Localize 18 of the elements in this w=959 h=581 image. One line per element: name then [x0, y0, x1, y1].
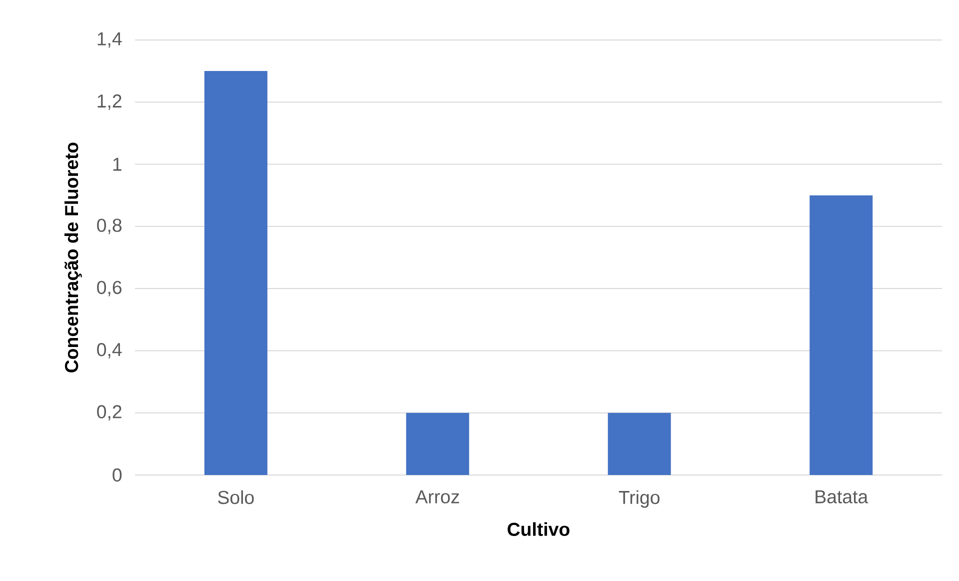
x-tick-label: Batata — [816, 490, 868, 504]
x-tick-label: Trigo — [618, 490, 660, 508]
bar — [204, 71, 268, 475]
y-tick-label: 1,4 — [98, 32, 122, 48]
y-tick-label: 0,6 — [97, 280, 122, 296]
y-axis-title: Concentração de Fluoreto — [64, 142, 82, 372]
x-tick-label: Arroz — [415, 490, 459, 504]
y-tick-label: 0,4 — [97, 342, 122, 358]
bar — [810, 195, 873, 475]
y-tick-label: 1 — [113, 158, 122, 171]
bar — [406, 412, 470, 475]
y-tick-label: 0 — [112, 468, 122, 482]
bar — [608, 412, 671, 475]
y-tick-label: 0,2 — [97, 405, 122, 421]
y-tick-label: 1,2 — [98, 94, 122, 110]
x-tick-label: Solo — [218, 490, 254, 504]
x-axis-title: Cultivo — [508, 522, 570, 536]
y-tick-label: 0,8 — [97, 218, 122, 234]
